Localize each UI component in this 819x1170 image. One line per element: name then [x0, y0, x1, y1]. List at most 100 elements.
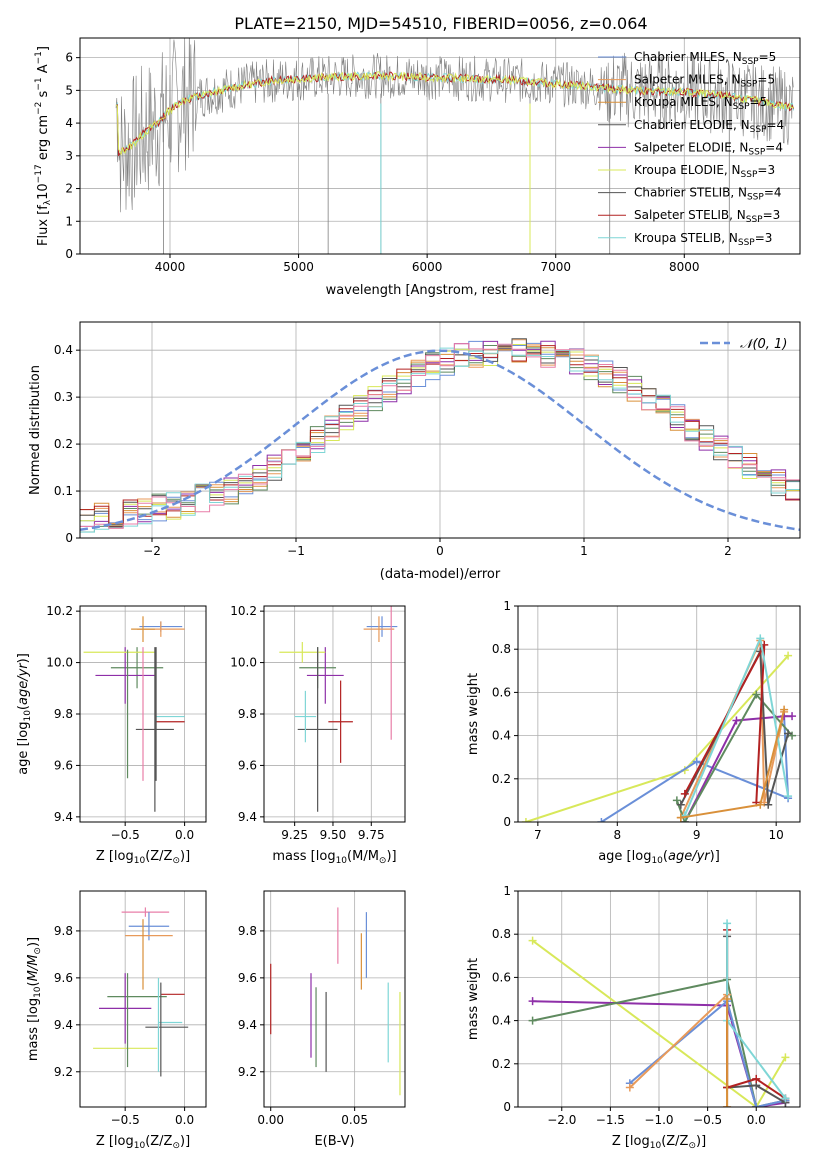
label-part: =5	[759, 50, 777, 64]
y-tick-label: 1	[503, 884, 511, 898]
label-part: ]	[36, 46, 51, 51]
ticks: 7 8 9 10 0 0.2 0.4 0.6 0.8 1	[492, 599, 784, 842]
label-part: SSP	[746, 215, 763, 225]
x-tick-label: 0	[436, 544, 444, 558]
weight-marker	[784, 729, 793, 738]
label-part: 10	[650, 1141, 662, 1151]
ticks: 0.00 0.05 9.2 9.4 9.6 9.8	[238, 924, 368, 1127]
weight-marker	[672, 796, 681, 805]
legend-entry: Kroupa STELIB, NSSP=3	[634, 231, 772, 248]
label-part: ⊙	[33, 947, 43, 955]
grid	[264, 891, 405, 1107]
label-part: =4	[766, 118, 784, 132]
x-tick-label: 4000	[155, 260, 186, 274]
weight-marker	[781, 1094, 790, 1103]
label-part: Z [log	[96, 1134, 134, 1149]
label-part: Kroupa STELIB, N	[634, 231, 738, 245]
axes-frame	[79, 890, 207, 1108]
label-part: SSP	[750, 125, 767, 135]
legend-entry: Salpeter STELIB, NSSP=3	[634, 208, 780, 225]
weight-marker	[528, 1016, 537, 1025]
weight-marker	[723, 995, 732, 1003]
label-part: SSP	[733, 102, 750, 112]
label-part: Z [log	[612, 1134, 650, 1149]
legend-entry: Salpeter MILES, NSSP=5	[634, 73, 775, 90]
axes-frame	[79, 37, 801, 255]
x-tick-label: 9.50	[320, 828, 347, 842]
label-part: =4	[764, 186, 782, 200]
x-axis-label: mass [log10(M/M⊙)]	[272, 849, 396, 866]
y-tick-label: 4	[65, 116, 73, 130]
x-tick-label: 7	[534, 828, 542, 842]
y-axis-label: mass weight	[466, 673, 481, 755]
label-part: A	[36, 64, 51, 77]
plot-area	[521, 634, 797, 822]
label-part: =4	[765, 140, 783, 154]
y-tick-label: 5	[65, 83, 73, 97]
label-part: )]	[26, 937, 41, 947]
age-vs-metallicity-panel: −0.5 0.09.49.69.810.010.2Z [log10(Z/Z⊙)]a…	[16, 604, 207, 866]
spectrum-panel: 4000 5000 6000 7000 8000 0 1 2 3 4 5 6 wavelength [A…	[34, 37, 801, 298]
y-tick-label: 1	[65, 214, 73, 228]
ticks: −2 −1 0 1 2 0 0.1 0.2 0.3 0.4	[54, 343, 732, 558]
x-tick-label: 2	[724, 544, 732, 558]
weight-marker	[521, 818, 530, 822]
legend-entry: Kroupa MILES, NSSP=5	[634, 95, 767, 112]
y-tick-label: 0	[65, 531, 73, 545]
histogram-series	[80, 343, 800, 529]
label-part: Salpeter MILES, N	[634, 73, 741, 87]
x-tick-label: −1.5	[596, 1113, 625, 1127]
legend-entry: 𝒩(0, 1)	[740, 337, 787, 352]
y-tick-label: 0	[503, 1100, 511, 1114]
x-tick-label: 7000	[540, 260, 571, 274]
label-part: =5	[750, 95, 768, 109]
x-tick-label: 9.75	[358, 828, 385, 842]
legend-entry: Chabrier STELIB, NSSP=4	[634, 186, 782, 203]
label-part: λ	[43, 199, 53, 205]
y-axis-label: Normed distribution	[28, 365, 43, 495]
plot-area	[83, 616, 185, 812]
x-axis-label: (data-model)/error	[380, 567, 501, 582]
label-part: (	[663, 849, 668, 864]
x-tick-label: −2	[143, 544, 161, 558]
x-tick-label: 9	[693, 828, 701, 842]
label-part: 10	[36, 183, 51, 200]
gaussian-curve	[80, 349, 800, 532]
histogram-series	[80, 345, 800, 525]
grid	[518, 890, 800, 1108]
ticks: 4000 5000 6000 7000 8000 0 1 2 3 4 5 6	[65, 51, 699, 274]
y-tick-label: 9.6	[238, 758, 257, 772]
y-tick-label: 0.8	[492, 642, 511, 656]
label-part: )]	[180, 1134, 190, 1149]
label-part: )]	[696, 1134, 706, 1149]
y-tick-label: 9.4	[54, 1018, 73, 1032]
axes-frame	[263, 890, 406, 1108]
legend-entry: Kroupa ELODIE, NSSP=3	[634, 163, 775, 180]
x-tick-label: 0.0	[747, 1113, 766, 1127]
weight-marker	[752, 690, 761, 699]
label-part: −1	[34, 77, 44, 90]
label-part: SSP	[742, 57, 759, 67]
ticks: 9.25 9.50 9.75 9.4 9.6 9.8 10.0 10.2	[230, 604, 384, 842]
label-part: Kroupa ELODIE, N	[634, 163, 741, 177]
label-part: age [log	[16, 722, 31, 775]
label-part: (	[26, 981, 41, 986]
y-tick-label: 0.6	[492, 970, 511, 984]
weight-marker	[528, 936, 537, 945]
label-part: s	[36, 90, 51, 101]
weight-marker	[780, 705, 789, 714]
label-part: Chabrier STELIB, N	[634, 186, 747, 200]
axes-frame	[517, 605, 801, 823]
age-vs-mass-panel: 9.25 9.50 9.75 9.4 9.6 9.8 10.0 10.2 mass [log10…	[230, 604, 406, 866]
y-tick-label: 1	[503, 599, 511, 613]
label-part: (M/M	[347, 849, 379, 864]
weight-marker	[597, 818, 606, 822]
weight-series	[525, 655, 789, 822]
x-axis-label: Z [log10(Z/Z⊙)]	[96, 1134, 190, 1151]
weight-marker	[764, 800, 773, 809]
plot-area	[279, 606, 398, 812]
x-axis-label: age [log10(age/yr)]	[598, 849, 720, 866]
x-tick-label: 8	[613, 828, 621, 842]
y-tick-label: 0.2	[54, 437, 73, 451]
